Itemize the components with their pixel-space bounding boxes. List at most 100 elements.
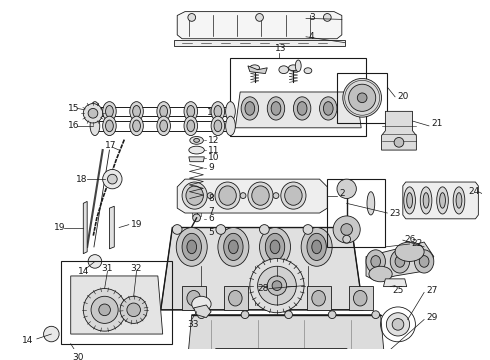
Ellipse shape	[369, 266, 392, 282]
Ellipse shape	[90, 116, 100, 136]
Ellipse shape	[214, 120, 222, 132]
Ellipse shape	[99, 304, 110, 316]
Ellipse shape	[390, 250, 410, 273]
Ellipse shape	[160, 120, 168, 132]
Ellipse shape	[218, 228, 249, 266]
Ellipse shape	[186, 186, 203, 205]
Ellipse shape	[265, 233, 285, 260]
Ellipse shape	[272, 281, 282, 291]
Ellipse shape	[127, 303, 141, 316]
Ellipse shape	[219, 186, 236, 205]
Ellipse shape	[295, 60, 301, 72]
Ellipse shape	[182, 182, 207, 209]
Text: 26: 26	[405, 235, 416, 244]
Ellipse shape	[285, 311, 293, 319]
Ellipse shape	[341, 224, 352, 235]
Ellipse shape	[187, 291, 200, 306]
Ellipse shape	[273, 193, 279, 198]
Ellipse shape	[279, 66, 289, 73]
Ellipse shape	[88, 108, 98, 118]
Ellipse shape	[184, 102, 197, 121]
Ellipse shape	[270, 291, 284, 306]
Ellipse shape	[301, 228, 332, 266]
Ellipse shape	[307, 233, 326, 260]
Text: 8: 8	[208, 194, 214, 203]
Text: 23: 23	[389, 208, 401, 217]
Ellipse shape	[184, 116, 197, 136]
Polygon shape	[235, 92, 361, 128]
Ellipse shape	[357, 93, 367, 103]
Text: 29: 29	[426, 313, 438, 322]
Ellipse shape	[105, 105, 113, 117]
Bar	[192, 210, 201, 216]
Ellipse shape	[348, 84, 376, 111]
Text: 4: 4	[309, 32, 315, 41]
Ellipse shape	[194, 139, 199, 142]
Ellipse shape	[323, 102, 333, 115]
Ellipse shape	[240, 193, 246, 198]
Ellipse shape	[366, 250, 386, 273]
Ellipse shape	[214, 105, 222, 117]
Text: 17: 17	[104, 141, 116, 150]
Text: 12: 12	[208, 136, 220, 145]
Ellipse shape	[103, 116, 116, 136]
Ellipse shape	[211, 102, 225, 121]
Ellipse shape	[250, 258, 304, 313]
Ellipse shape	[192, 296, 211, 312]
Bar	[230, 58, 366, 136]
Text: 27: 27	[426, 286, 438, 295]
Polygon shape	[382, 111, 416, 150]
Ellipse shape	[187, 105, 195, 117]
Ellipse shape	[88, 255, 102, 268]
Ellipse shape	[333, 216, 360, 243]
Ellipse shape	[130, 116, 144, 136]
Polygon shape	[194, 305, 211, 318]
Ellipse shape	[130, 102, 144, 121]
Polygon shape	[161, 228, 363, 310]
Ellipse shape	[367, 192, 375, 215]
Ellipse shape	[386, 313, 410, 336]
Polygon shape	[384, 279, 407, 287]
Ellipse shape	[172, 225, 182, 234]
Ellipse shape	[395, 242, 424, 261]
Polygon shape	[248, 66, 267, 73]
Ellipse shape	[343, 78, 382, 117]
Text: 14: 14	[77, 267, 89, 276]
Ellipse shape	[423, 193, 429, 208]
Ellipse shape	[215, 182, 240, 209]
Polygon shape	[189, 198, 204, 203]
Text: 16: 16	[68, 121, 79, 130]
Ellipse shape	[343, 235, 350, 243]
Ellipse shape	[270, 240, 280, 254]
Polygon shape	[348, 285, 373, 310]
Text: 28: 28	[258, 284, 269, 293]
Polygon shape	[403, 182, 478, 219]
Ellipse shape	[216, 225, 225, 234]
Ellipse shape	[394, 138, 404, 147]
Text: 6: 6	[208, 214, 214, 223]
Ellipse shape	[281, 182, 306, 209]
Ellipse shape	[241, 97, 259, 120]
Polygon shape	[189, 157, 204, 162]
Text: 30: 30	[73, 353, 84, 360]
Polygon shape	[174, 40, 345, 45]
Ellipse shape	[256, 14, 264, 21]
Ellipse shape	[328, 311, 336, 319]
Ellipse shape	[419, 256, 429, 267]
Ellipse shape	[420, 187, 432, 214]
Ellipse shape	[157, 116, 171, 136]
Polygon shape	[366, 242, 434, 281]
Ellipse shape	[248, 182, 273, 209]
Text: 10: 10	[208, 153, 220, 162]
Polygon shape	[109, 206, 114, 249]
Ellipse shape	[182, 233, 201, 260]
Ellipse shape	[120, 296, 147, 323]
Ellipse shape	[258, 266, 296, 305]
Polygon shape	[307, 285, 331, 310]
Text: 22: 22	[412, 239, 423, 248]
Text: 25: 25	[392, 286, 404, 295]
Ellipse shape	[103, 102, 116, 121]
Ellipse shape	[260, 228, 291, 266]
Ellipse shape	[188, 14, 196, 21]
Ellipse shape	[289, 65, 298, 71]
